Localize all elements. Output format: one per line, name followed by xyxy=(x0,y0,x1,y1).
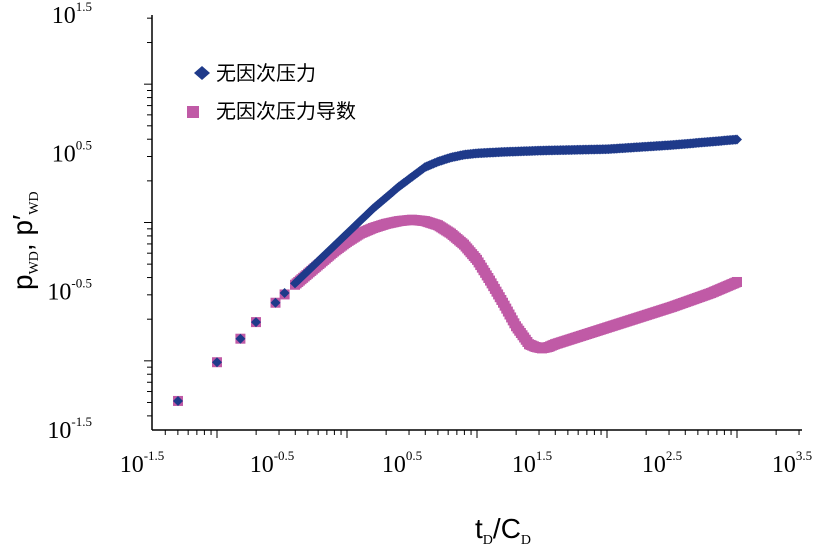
data-point-diamond xyxy=(270,297,281,308)
x-tick-label: 10-0.5 xyxy=(250,448,295,478)
x-tick-label: 100.5 xyxy=(382,448,422,478)
data-series xyxy=(173,134,742,406)
y-tick-label: 10-0.5 xyxy=(47,276,92,306)
x-tick-label: 103.5 xyxy=(772,448,812,478)
x-axis-title: tD/CD xyxy=(475,513,531,548)
y-tick-labels: 10-1.5 10-0.5 100.5 101.5 xyxy=(47,0,92,444)
data-point-diamond xyxy=(173,395,183,406)
data-point-diamond xyxy=(235,333,246,344)
x-tick-label: 101.5 xyxy=(512,448,552,478)
data-point-diamond xyxy=(732,134,742,145)
series-pressure-derivative xyxy=(173,214,742,406)
data-point-diamond xyxy=(251,317,261,328)
x-tick-label: 10-1.5 xyxy=(120,448,165,478)
series-pressure xyxy=(173,134,742,406)
y-axis-title: pWD, p′WD xyxy=(7,191,42,290)
x-tick-label: 102.5 xyxy=(642,448,682,478)
y-tick-label: 101.5 xyxy=(52,0,92,29)
data-point-square xyxy=(732,276,742,287)
legend-label-derivative: 无因次压力导数 xyxy=(216,99,356,123)
data-point-diamond xyxy=(212,357,222,368)
x-tick-labels: 10-1.5 10-0.5 100.5 101.5 102.5 103.5 xyxy=(120,448,812,478)
legend: 无因次压力 无因次压力导数 xyxy=(187,61,356,123)
legend-diamond-marker xyxy=(194,66,210,80)
legend-square-marker xyxy=(187,106,199,118)
legend-label-pressure: 无因次压力 xyxy=(216,61,316,85)
y-tick-label: 100.5 xyxy=(52,137,92,167)
y-tick-label: 10-1.5 xyxy=(47,414,92,444)
data-point-diamond xyxy=(279,288,290,299)
axis-ticks xyxy=(144,17,800,438)
